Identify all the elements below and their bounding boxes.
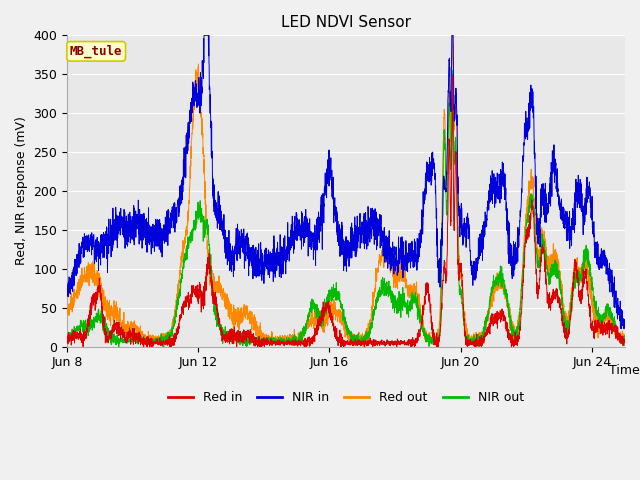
X-axis label: Time: Time (609, 364, 640, 377)
Title: LED NDVI Sensor: LED NDVI Sensor (281, 15, 411, 30)
Legend: Red in, NIR in, Red out, NIR out: Red in, NIR in, Red out, NIR out (163, 386, 529, 409)
Y-axis label: Red, NIR response (mV): Red, NIR response (mV) (15, 117, 28, 265)
Text: MB_tule: MB_tule (70, 45, 122, 58)
